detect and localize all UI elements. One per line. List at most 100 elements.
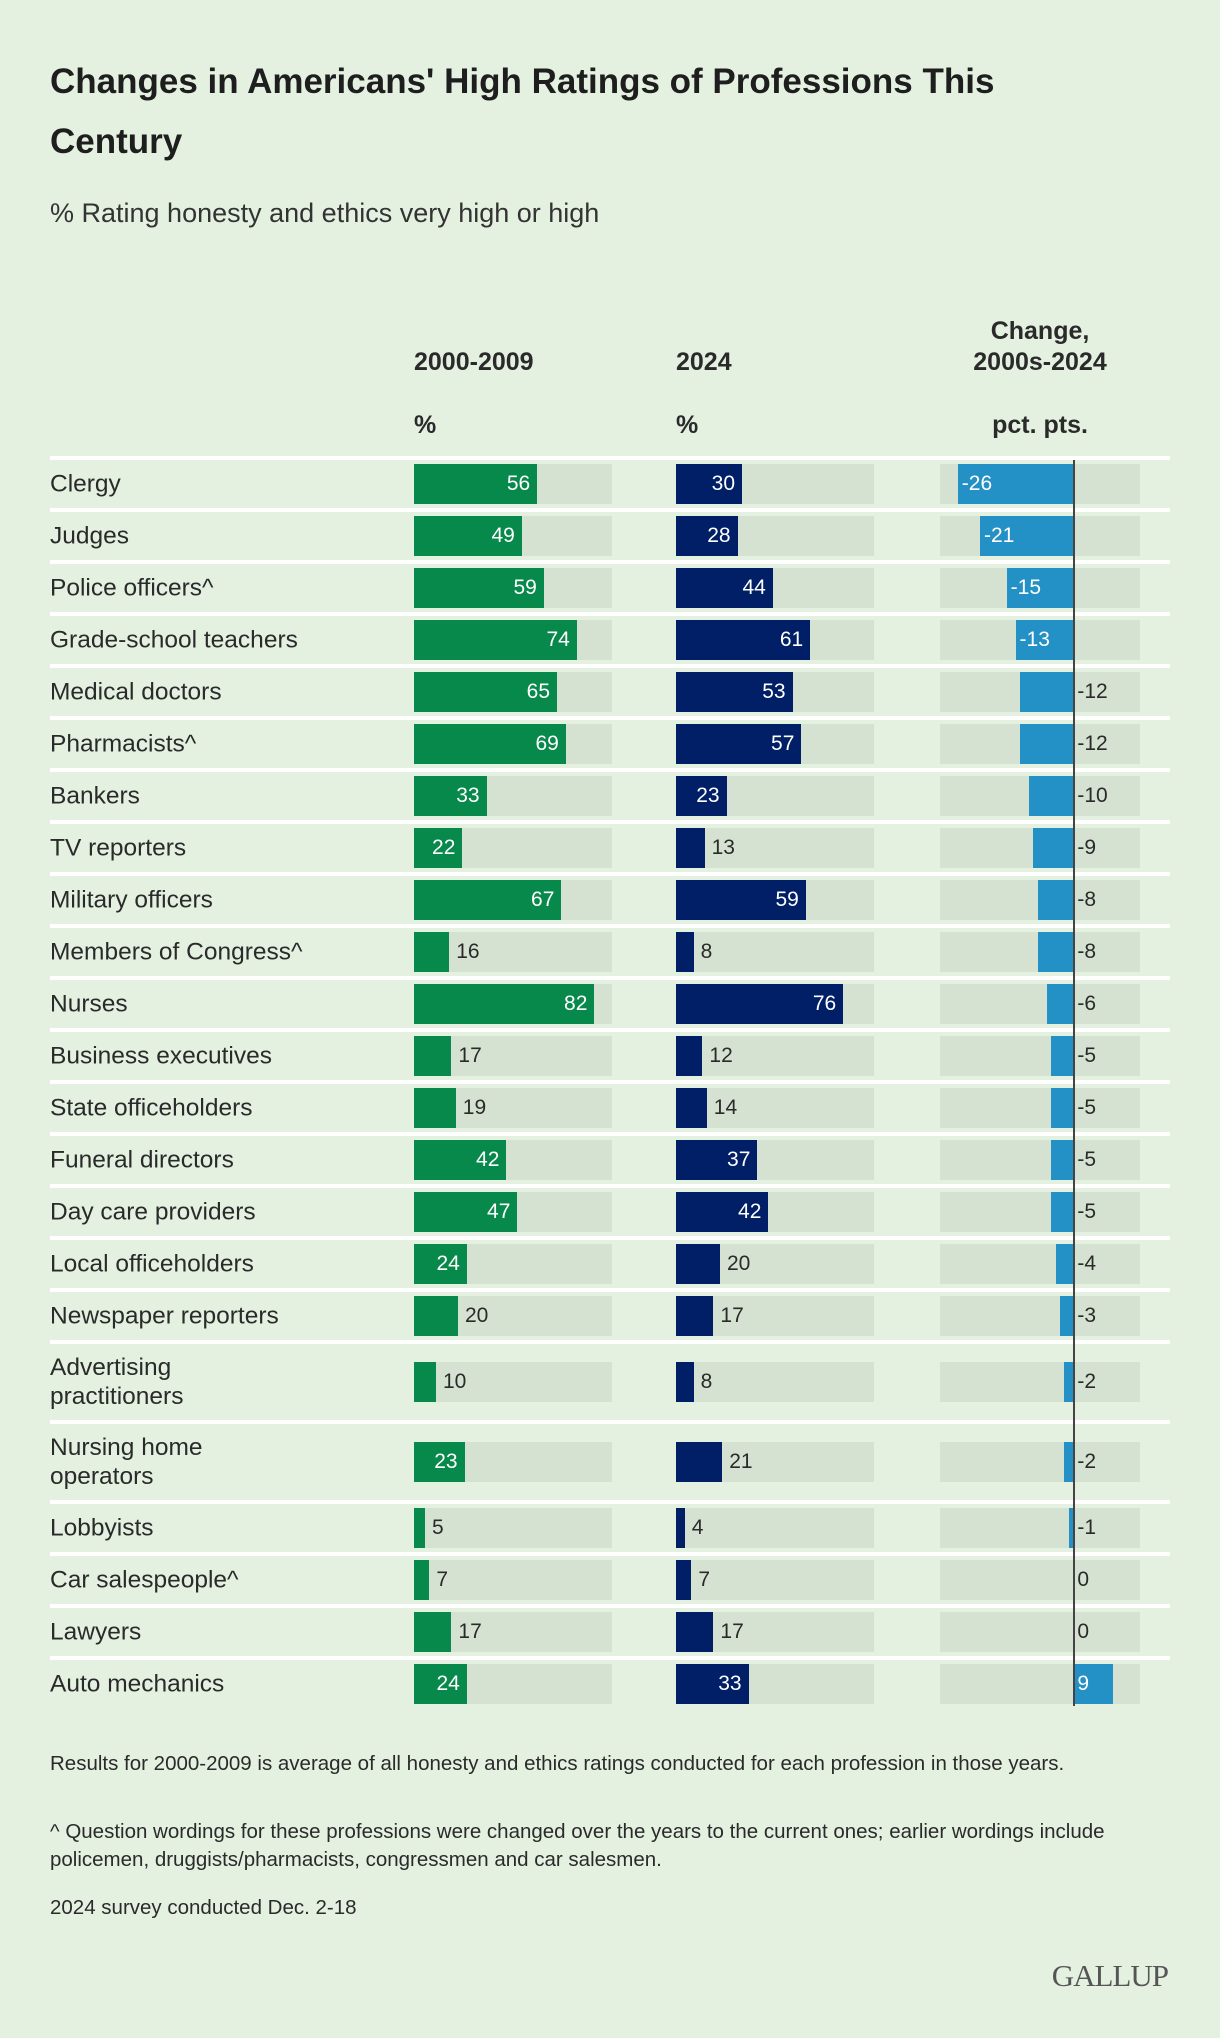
- data-label: -26: [961, 472, 993, 495]
- table-row: Judges 49 28 -21: [50, 508, 1170, 560]
- bar-2024: [676, 516, 738, 556]
- bar-change: [1064, 1362, 1074, 1402]
- table-row: Newspaper reporters 20 17 -3: [50, 1288, 1170, 1340]
- data-label: 59: [513, 576, 537, 599]
- table-row: Advertising practitioners 10 8 -2: [50, 1340, 1170, 1420]
- data-label: 76: [812, 992, 837, 1015]
- bar-change: [1051, 1192, 1074, 1232]
- row-label: Business executives: [50, 1042, 272, 1070]
- data-label: 4: [691, 1516, 704, 1539]
- data-label: 8: [700, 940, 713, 963]
- table-row: Car salespeople^ 7 7 0: [50, 1552, 1170, 1604]
- data-label: 82: [564, 992, 588, 1015]
- bar-change: [1006, 568, 1074, 608]
- bar-track: -10: [940, 776, 1140, 816]
- data-label: 14: [713, 1096, 738, 1119]
- bar-change: [1015, 620, 1074, 660]
- data-label: 21: [729, 1450, 753, 1473]
- bar-track: 16: [414, 932, 612, 972]
- bar-track: -8: [940, 880, 1140, 920]
- bar-2000s: [414, 464, 538, 504]
- bar-change: [957, 464, 1074, 504]
- bar-track: 61: [676, 620, 874, 660]
- col2-unit: %: [676, 411, 699, 439]
- bar-track: 53: [676, 672, 874, 712]
- data-label: 74: [546, 628, 570, 651]
- bar-2024: [676, 1296, 714, 1336]
- bar-track: 24: [414, 1244, 612, 1284]
- bar-track: 47: [414, 1192, 612, 1232]
- table-row: Medical doctors 65 53 -12: [50, 664, 1170, 716]
- gallup-logo: GALLUP: [1051, 1958, 1169, 1993]
- table-row: Business executives 17 12 -5: [50, 1028, 1170, 1080]
- bar-2000s: [414, 1088, 456, 1128]
- data-label: -6: [1077, 992, 1097, 1015]
- bar-track: 42: [414, 1140, 612, 1180]
- row-label: Judges: [50, 522, 130, 550]
- bar-track: 33: [414, 776, 612, 816]
- data-label: -5: [1077, 1096, 1097, 1119]
- bar-track: -15: [940, 568, 1140, 608]
- row-label: Local officeholders: [50, 1250, 254, 1278]
- bar-2024: [676, 1612, 714, 1652]
- data-label: 16: [456, 940, 480, 963]
- data-label: -2: [1077, 1450, 1097, 1473]
- data-label: 69: [535, 732, 559, 755]
- bar-track: -26: [940, 464, 1140, 504]
- data-label: -12: [1077, 732, 1108, 755]
- bar-2024: [676, 1192, 769, 1232]
- bar-change: [1020, 724, 1074, 764]
- footnote-survey-date: 2024 survey conducted Dec. 2-18: [50, 1896, 357, 1919]
- chart-subtitle: % Rating honesty and ethics very high or…: [50, 198, 600, 228]
- bar-track: 17: [414, 1036, 612, 1076]
- table-row: Lobbyists 5 4 -1: [50, 1500, 1170, 1552]
- data-label: 17: [458, 1044, 482, 1067]
- bar-track: 22: [414, 828, 612, 868]
- bar-track: -12: [940, 724, 1140, 764]
- bar-track: 7: [676, 1560, 874, 1600]
- bar-track: 7: [414, 1560, 612, 1600]
- bar-track: -5: [940, 1192, 1140, 1232]
- bar-track: 49: [414, 516, 612, 556]
- bar-track: 33: [676, 1664, 874, 1704]
- row-label: Funeral directors: [50, 1146, 234, 1174]
- bar-track: 17: [676, 1296, 874, 1336]
- row-label: Military officers: [50, 886, 213, 914]
- data-label: -4: [1077, 1252, 1097, 1275]
- footnote-method: Results for 2000-2009 is average of all …: [50, 1752, 1065, 1775]
- data-label: 56: [506, 472, 531, 495]
- col3-header-line1: Change,: [990, 317, 1090, 345]
- bar-change: [1046, 984, 1074, 1024]
- bar-2000s: [414, 1560, 430, 1600]
- data-label: 10: [443, 1370, 467, 1393]
- data-label: 13: [711, 836, 735, 859]
- data-label: 23: [696, 784, 720, 807]
- bar-2024: [676, 724, 802, 764]
- col3-header-line2: 2000s-2024: [973, 348, 1107, 376]
- row-label: Newspaper reporters: [50, 1302, 279, 1330]
- data-label: 61: [779, 628, 804, 651]
- chart-title: Changes in Americans' High Ratings of Pr…: [50, 62, 995, 161]
- bar-track: 10: [414, 1362, 612, 1402]
- bar-change: [1020, 672, 1074, 712]
- bar-track: 12: [676, 1036, 874, 1076]
- data-label: -9: [1077, 836, 1097, 859]
- bar-2024: [676, 880, 806, 920]
- data-label: 24: [436, 1672, 460, 1695]
- bar-track: 0: [940, 1560, 1140, 1600]
- bar-2000s: [414, 1664, 467, 1704]
- col3-header: Change, 2000s-2024: [940, 316, 1140, 378]
- bar-track: 4: [676, 1508, 874, 1548]
- data-label: -12: [1077, 680, 1108, 703]
- table-row: Military officers 67 59 -8: [50, 872, 1170, 924]
- bar-2024: [676, 984, 844, 1024]
- table-row: Auto mechanics 24 33 9: [50, 1656, 1170, 1708]
- data-label: 17: [720, 1620, 744, 1643]
- bar-2000s: [414, 1244, 467, 1284]
- data-label: 37: [727, 1148, 751, 1171]
- data-label: 7: [698, 1568, 711, 1591]
- bar-2024: [676, 776, 727, 816]
- bar-track: 23: [414, 1442, 612, 1482]
- bar-change: [1051, 1088, 1074, 1128]
- data-label: -10: [1077, 784, 1108, 807]
